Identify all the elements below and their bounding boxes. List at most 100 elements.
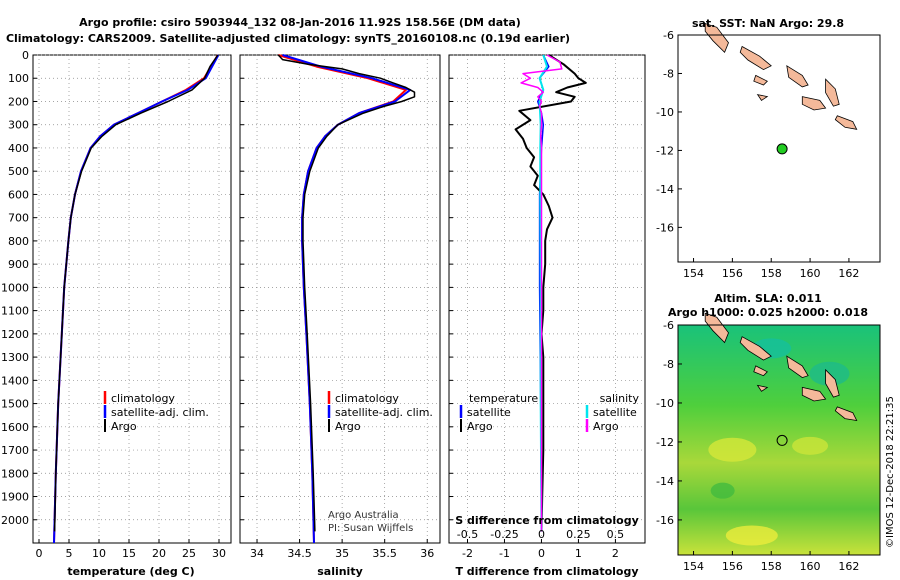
depth-tick-label: 700 bbox=[8, 212, 29, 225]
s-tick-label: 0 bbox=[538, 528, 545, 541]
sla-map-title2: Argo h1000: 0.025 h2000: 0.018 bbox=[668, 306, 868, 319]
depth-tick-label: 100 bbox=[8, 72, 29, 85]
temp-legend: climatology satellite-adj. clim. Argo bbox=[103, 391, 209, 433]
depth-tick-label: 1600 bbox=[1, 421, 29, 434]
sla-anomaly bbox=[708, 437, 757, 462]
depth-tick-label: 1300 bbox=[1, 351, 29, 364]
map-x-tick-label: 162 bbox=[838, 560, 859, 573]
sal-legend: climatology satellite-adj. clim. Argo Ar… bbox=[327, 391, 433, 534]
sla-anomaly bbox=[725, 525, 778, 546]
island-shape bbox=[825, 368, 840, 398]
legend-argo: Argo bbox=[111, 420, 137, 433]
sla-anomaly bbox=[710, 482, 735, 499]
sla-map: -6 -8 -10 -12 -14 -16 154 156 158 160 162 bbox=[656, 312, 881, 573]
legend-satellite: satellite-adj. clim. bbox=[111, 406, 209, 419]
sst-map: -6 -8 -10 -12 -14 -16 154 156 158 160 162 bbox=[656, 22, 881, 280]
map-y-tick-label: -10 bbox=[656, 397, 674, 410]
x-tick-label: 25 bbox=[182, 547, 196, 560]
x-tick-label: 1 bbox=[575, 547, 582, 560]
depth-tick-label: 2000 bbox=[1, 514, 29, 527]
sla-anomaly bbox=[792, 436, 829, 455]
map-frame bbox=[677, 324, 881, 556]
map-y-tick-label: -14 bbox=[656, 183, 674, 196]
credit-line2: PI: Susan Wijffels bbox=[328, 523, 413, 534]
plot-frame bbox=[448, 54, 646, 544]
legend-temp-argo: Argo bbox=[467, 420, 493, 433]
legend-sal-satellite: satellite bbox=[593, 406, 637, 419]
depth-tick-label: 1100 bbox=[1, 305, 29, 318]
map-x-tick-label: 156 bbox=[722, 267, 743, 280]
sal-xlabel: salinity bbox=[317, 565, 363, 578]
x-tick-label: 35.5 bbox=[372, 547, 397, 560]
island-shape bbox=[753, 74, 768, 86]
depth-tick-label: 1200 bbox=[1, 328, 29, 341]
x-tick-label: 15 bbox=[122, 547, 136, 560]
depth-tick-label: 1800 bbox=[1, 467, 29, 480]
diff-legend: temperature satellite Argo salinity sate… bbox=[455, 392, 639, 527]
island-shape bbox=[756, 384, 769, 392]
sst-map-title: sat. SST: NaN Argo: 29.8 bbox=[692, 17, 844, 30]
map-y-tick-label: -8 bbox=[663, 358, 674, 371]
x-tick-label: 0 bbox=[36, 547, 43, 560]
series-line-satellite-adj-clim- bbox=[282, 54, 412, 544]
island-shape bbox=[834, 115, 858, 130]
depth-tick-label: 300 bbox=[8, 119, 29, 132]
depth-tick-label: 1900 bbox=[1, 491, 29, 504]
depth-tick-label: 1700 bbox=[1, 444, 29, 457]
s-tick-label: -0.5 bbox=[457, 528, 478, 541]
legend-argo: Argo bbox=[335, 420, 361, 433]
x-tick-label: 34 bbox=[250, 547, 264, 560]
temp-xlabel: temperature (deg C) bbox=[67, 565, 194, 578]
s-diff-title: S difference from climatology bbox=[455, 514, 639, 527]
x-tick-label: 35 bbox=[335, 547, 349, 560]
diff-xlabel: T difference from climatology bbox=[455, 565, 638, 578]
map-x-tick-label: 154 bbox=[683, 560, 704, 573]
map-y-tick-label: -10 bbox=[656, 106, 674, 119]
x-tick-label: -2 bbox=[462, 547, 473, 560]
sla-map-title1: Altim. SLA: 0.011 bbox=[714, 292, 821, 305]
credit-line1: Argo Australia bbox=[328, 510, 399, 521]
island-shape bbox=[756, 94, 769, 101]
x-tick-label: 20 bbox=[152, 547, 166, 560]
difference-panel: -2 -1 0 1 2 -0.5 -0.25 0 0.25 0.5 bbox=[448, 54, 646, 560]
series-line-argo bbox=[277, 54, 416, 532]
island-shape bbox=[801, 96, 827, 111]
x-tick-label: 0 bbox=[538, 547, 545, 560]
x-tick-label: 5 bbox=[66, 547, 73, 560]
x-tick-label: 36 bbox=[420, 547, 434, 560]
s-tick-label: -0.25 bbox=[490, 528, 518, 541]
timestamp: ©IMOS 12-Dec-2018 22:21:35 bbox=[885, 396, 896, 548]
title-line2: Climatology: CARS2009. Satellite-adjuste… bbox=[6, 32, 570, 45]
island-shape bbox=[739, 336, 772, 361]
island-shape bbox=[753, 365, 768, 377]
map-y-tick-label: -6 bbox=[663, 29, 674, 42]
s-tick-label: 0.25 bbox=[566, 528, 591, 541]
depth-tick-label: 500 bbox=[8, 165, 29, 178]
x-tick-label: -1 bbox=[499, 547, 510, 560]
plot-frame bbox=[32, 54, 232, 544]
map-frame bbox=[677, 34, 881, 263]
legend-sal-argo: Argo bbox=[593, 420, 619, 433]
map-x-tick-label: 162 bbox=[838, 267, 859, 280]
island-shape bbox=[739, 45, 772, 71]
x-tick-label: 10 bbox=[92, 547, 106, 560]
series-line-salinity-satellite bbox=[538, 54, 548, 532]
legend-sal-head: salinity bbox=[600, 392, 640, 405]
map-y-tick-label: -12 bbox=[656, 144, 674, 157]
depth-tick-label: 800 bbox=[8, 235, 29, 248]
depth-tick-label: 1400 bbox=[1, 374, 29, 387]
s-tick-label: 0.5 bbox=[607, 528, 625, 541]
sla-field bbox=[678, 325, 880, 555]
island-shape bbox=[786, 355, 809, 379]
map-x-tick-label: 154 bbox=[683, 267, 704, 280]
map-y-tick-label: -6 bbox=[663, 319, 674, 332]
map-y-tick-label: -12 bbox=[656, 436, 674, 449]
legend-climatology: climatology bbox=[335, 392, 399, 405]
x-tick-label: 34.5 bbox=[287, 547, 312, 560]
depth-tick-label: 400 bbox=[8, 142, 29, 155]
map-x-tick-label: 158 bbox=[761, 560, 782, 573]
legend-climatology: climatology bbox=[111, 392, 175, 405]
depth-axis: 0 100 200 300 400 500 600 700 800 900 1000 1100 1200… bbox=[1, 49, 29, 527]
map-x-tick-label: 156 bbox=[722, 560, 743, 573]
